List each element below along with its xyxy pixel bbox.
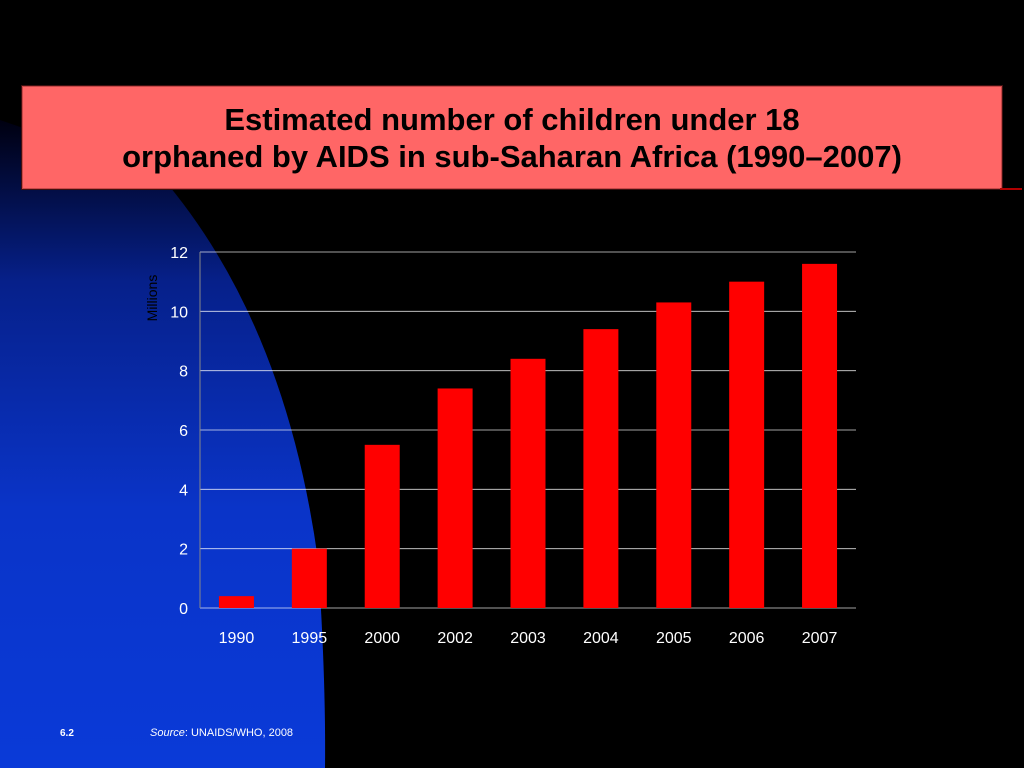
slide-number: 6.2 (60, 728, 74, 739)
title-accent-rule (1000, 188, 1022, 190)
y-tick-label: 8 (179, 364, 188, 381)
y-tick-label: 6 (179, 423, 188, 440)
y-tick-label: 10 (170, 304, 188, 321)
x-tick-label: 2003 (510, 630, 546, 647)
x-tick-label: 2007 (802, 630, 838, 647)
y-tick-label: 0 (179, 601, 188, 618)
source-text: : UNAIDS/WHO, 2008 (184, 727, 294, 739)
bar-2002 (437, 388, 473, 608)
x-tick-label: 2000 (364, 630, 400, 647)
bar-2004 (583, 329, 619, 608)
title-box: Estimated number of children under 18 or… (22, 86, 1002, 189)
bar-2003 (510, 358, 546, 608)
slide-title-line-1: Estimated number of children under 18 (224, 101, 800, 137)
source-label: Source (150, 727, 185, 739)
x-tick-label: 2004 (583, 630, 619, 647)
y-tick-labels: 0 2 4 6 8 10 12 (170, 245, 188, 618)
y-tick-label: 12 (170, 245, 188, 262)
bar-2005 (656, 302, 692, 608)
x-tick-label: 2002 (437, 630, 473, 647)
y-axis-label: Millions (144, 275, 160, 322)
y-tick-label: 2 (179, 542, 188, 559)
x-tick-label: 2006 (729, 630, 765, 647)
bar-2007 (802, 263, 838, 608)
bar-2000 (364, 444, 400, 608)
x-tick-labels: 1990 1995 2000 2002 2003 2004 2005 2006 2007 (219, 630, 838, 647)
source-note: Source: UNAIDS/WHO, 2008 (150, 727, 293, 739)
y-tick-label: 4 (179, 482, 188, 499)
bar-2006 (729, 281, 765, 608)
bar-1995 (291, 548, 327, 608)
x-tick-label: 2005 (656, 630, 692, 647)
x-tick-label: 1995 (292, 630, 328, 647)
slide-title-line-2: orphaned by AIDS in sub-Saharan Africa (… (122, 138, 902, 174)
bar-1990 (218, 596, 254, 608)
x-tick-label: 1990 (219, 630, 255, 647)
bars (218, 263, 838, 608)
